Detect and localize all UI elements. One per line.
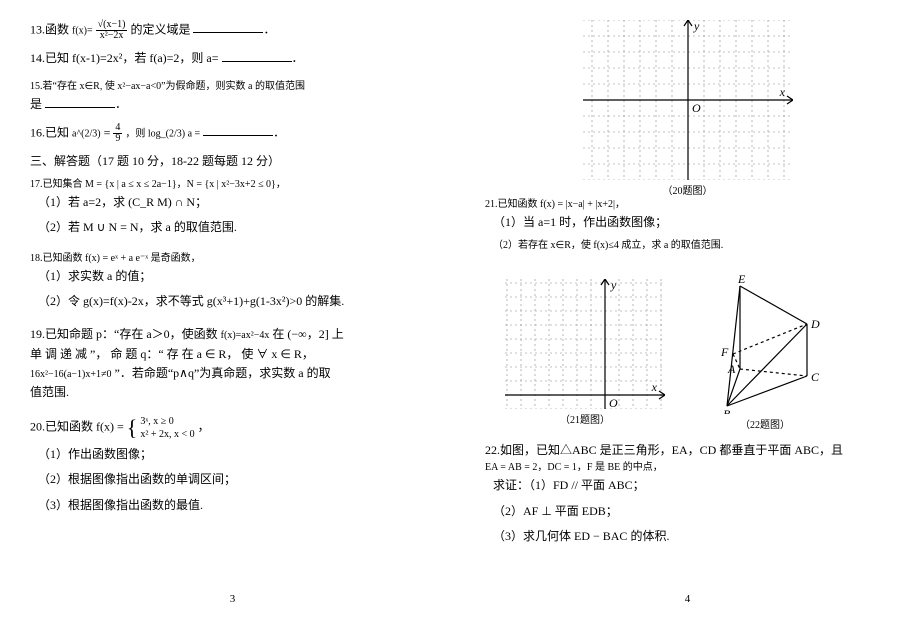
q13-pre: 13.函数 xyxy=(30,22,72,36)
q22-s2: （2）AF ⊥ 平面 EDB； xyxy=(493,502,890,521)
caption-21: （21题图） xyxy=(560,411,610,426)
q21-s2: （2）若存在 x∈R，使 f(x)≤4 成立，求 a 的取值范围. xyxy=(493,238,890,254)
svg-text:O: O xyxy=(609,396,618,409)
question-13: 13.函数 f(x)= √(x−1) x²−2x 的定义域是 ． xyxy=(30,20,435,41)
q21-s1: （1）当 a=1 时，作出函数图像； xyxy=(493,213,890,232)
q15-l1: 15.若“存在 x∈R, 使 x²−ax−a<0”为假命题，则实数 a 的取值范… xyxy=(30,81,305,92)
section-3-title: 三、解答题（17 题 10 分，18-22 题每题 12 分） xyxy=(30,152,435,169)
q16-post: ，则 log_(2/3) a = xyxy=(125,128,200,139)
page-number-right: 4 xyxy=(685,593,691,605)
q13-fx: f(x)= xyxy=(72,25,93,36)
caption-22: （22题图） xyxy=(740,416,790,431)
q19-l4: 值范围. xyxy=(30,383,435,402)
q17-head: 17.已知集合 M = {x | a ≤ x ≤ 2a−1}，N = {x | … xyxy=(30,177,435,193)
svg-text:D: D xyxy=(810,317,820,331)
svg-text:F: F xyxy=(720,345,729,359)
blank xyxy=(222,49,292,62)
q20-s1: （1）作出函数图像； xyxy=(38,445,435,464)
q17-s1: （1）若 a=2，求 (C_R M) ∩ N； xyxy=(38,193,435,212)
q16-pre: 16.已知 xyxy=(30,125,72,139)
right-column: y x O （20题图） 21.已知函数 f(x) = |x−a| + |x+2|，… xyxy=(485,20,890,605)
q22-head: 22.如图，已知△ABC 是正三角形，EA，CD 都垂直于平面 ABC，且 xyxy=(485,441,890,460)
figure-21: y x O （21题图） xyxy=(505,279,665,426)
question-22: 22.如图，已知△ABC 是正三角形，EA，CD 都垂直于平面 ABC，且 EA… xyxy=(485,441,890,552)
q19-fx: f(x)=ax²−4x xyxy=(221,330,270,341)
q20-c1: 3ˣ, x ≥ 0 xyxy=(140,416,173,427)
q16-eq: = xyxy=(104,125,114,139)
svg-text:x: x xyxy=(651,380,658,394)
q18-head: 18.已知函数 f(x) = eˣ + a e⁻ˣ 是奇函数， xyxy=(30,251,435,267)
blank xyxy=(45,95,115,108)
question-18: 18.已知函数 f(x) = eˣ + a e⁻ˣ 是奇函数， （1）求实数 a… xyxy=(30,251,435,317)
q16-lhs: a^(2/3) xyxy=(72,128,101,139)
q19-l1a: 19.已知命题 p：“存在 a＞0，使函数 xyxy=(30,327,221,341)
figure-20: y x O （20题图） xyxy=(583,20,793,197)
q22-cond: EA = AB = 2，DC = 1，F 是 BE 的中点， xyxy=(485,460,890,476)
caption-20: （20题图） xyxy=(663,182,713,197)
svg-text:A: A xyxy=(727,362,736,376)
question-19: 19.已知命题 p：“存在 a＞0，使函数 f(x)=ax²−4x 在 (−∞，… xyxy=(30,325,435,402)
question-17: 17.已知集合 M = {x | a ≤ x ≤ 2a−1}，N = {x | … xyxy=(30,177,435,243)
q13-post: 的定义域是 xyxy=(130,22,190,36)
figures-21-22: y x O （21题图） E D C A B F （22题图） xyxy=(505,274,890,431)
q16-frac: 4 9 xyxy=(113,123,122,144)
page-number-left: 3 xyxy=(230,593,236,605)
q19-l2: 单 调 递 减 ”， 命 题 q：“ 存 在 a ∈ R， 使 ∀ x ∈ R， xyxy=(30,345,435,364)
q16-num: 4 xyxy=(113,123,122,134)
question-20: 20.已知函数 f(x) = { 3ˣ, x ≥ 0 x² + 2x, x < … xyxy=(30,410,435,521)
solid-22-svg: E D C A B F xyxy=(695,274,835,414)
left-column: 13.函数 f(x)= √(x−1) x²−2x 的定义域是 ． 14.已知 f… xyxy=(30,20,435,605)
question-14: 14.已知 f(x-1)=2x²，若 f(a)=2，则 a= ． xyxy=(30,49,435,68)
q22-s0: 求证：（1）FD // 平面 ABC； xyxy=(493,476,890,495)
q15-l2: 是 xyxy=(30,97,42,111)
q14-text: 14.已知 f(x-1)=2x²，若 f(a)=2，则 a= xyxy=(30,51,219,65)
svg-text:y: y xyxy=(693,20,700,33)
q13-frac: √(x−1) x²−2x xyxy=(96,20,128,41)
blank xyxy=(193,20,263,33)
q22-s3: （3）求几何体 ED − BAC 的体积. xyxy=(493,527,890,546)
q20-s2: （2）根据图像指出函数的单调区间； xyxy=(38,470,435,489)
question-15: 15.若“存在 x∈R, 使 x²−ax−a<0”为假命题，则实数 a 的取值范… xyxy=(30,76,435,114)
q19-l3a: 16x²−16(a−1)x+1≠0 xyxy=(30,369,112,380)
q20-s3: （3）根据图像指出函数的最值. xyxy=(38,496,435,515)
q13-den: x²−2x xyxy=(96,31,128,41)
q20-c2: x² + 2x, x < 0 xyxy=(140,429,194,440)
svg-text:B: B xyxy=(723,407,731,414)
q18-s1: （1）求实数 a 的值； xyxy=(38,267,435,286)
q17-s2: （2）若 M ∪ N = N，求 a 的取值范围. xyxy=(38,218,435,237)
question-21: 21.已知函数 f(x) = |x−a| + |x+2|， （1）当 a=1 时… xyxy=(485,197,890,260)
svg-text:y: y xyxy=(610,279,617,292)
q19-l1b: 在 (−∞，2] 上 xyxy=(272,327,343,341)
q18-s2: （2）令 g(x)=f(x)-2x，求不等式 g(x³+1)+g(1-3x²)>… xyxy=(38,292,435,311)
figure-22: E D C A B F （22题图） xyxy=(695,274,835,431)
q21-head: 21.已知函数 f(x) = |x−a| + |x+2|， xyxy=(485,197,890,213)
q19-l3b: ”．若命题“p∧q”为真命题，求实数 a 的取 xyxy=(115,366,331,380)
svg-text:x: x xyxy=(778,85,785,99)
svg-text:E: E xyxy=(737,274,746,286)
q16-den: 9 xyxy=(113,134,122,144)
svg-text:C: C xyxy=(811,370,820,384)
question-16: 16.已知 a^(2/3) = 4 9 ，则 log_(2/3) a = ． xyxy=(30,123,435,144)
grid-21-svg: y x O xyxy=(505,279,665,409)
blank xyxy=(203,123,273,136)
grid-20-svg: y x O xyxy=(583,20,793,180)
svg-text:O: O xyxy=(692,101,701,115)
q20-head: 20.已知函数 f(x) = xyxy=(30,419,124,433)
